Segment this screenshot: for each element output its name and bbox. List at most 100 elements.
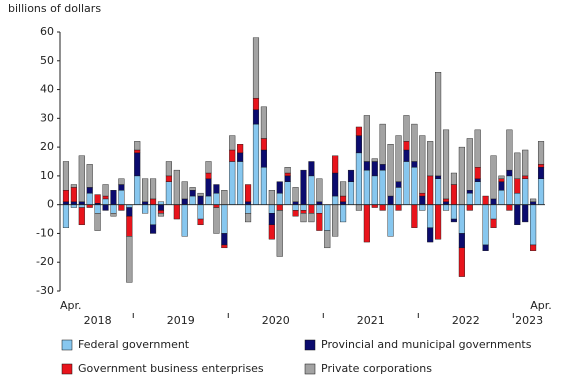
y-tick-label: 60 <box>40 25 54 38</box>
bar-segment <box>411 161 418 168</box>
bar-segment <box>292 204 299 211</box>
bar-segment <box>411 204 418 228</box>
bar-segment <box>181 181 188 200</box>
bar-segment <box>474 181 481 205</box>
bar-segment <box>134 152 141 177</box>
bar-segment <box>435 204 442 240</box>
bar-segment <box>197 218 204 226</box>
bar-segment <box>62 204 70 228</box>
bar-segment <box>442 204 450 211</box>
x-year-label: 2021 <box>357 314 385 327</box>
bar-segment <box>316 201 323 205</box>
x-tick-label: Apr. <box>530 299 552 312</box>
bar-segment <box>165 161 172 177</box>
bar-segment <box>197 195 204 205</box>
bar-segment <box>308 175 315 205</box>
bar-segment <box>522 175 529 179</box>
bar-segment <box>118 184 125 191</box>
bar-segment <box>308 161 315 177</box>
bar-segment <box>387 204 394 237</box>
bar-segment <box>70 187 77 202</box>
bar-segment <box>142 204 149 214</box>
bar-segment <box>450 204 457 220</box>
bar-segment <box>102 204 109 211</box>
bar-segment <box>466 192 473 205</box>
bar-segment <box>403 161 410 205</box>
bar-segment <box>427 141 434 177</box>
bar-segment <box>221 190 228 205</box>
bar-segment <box>363 161 370 171</box>
bar-segment <box>427 227 434 243</box>
bar-segment <box>245 204 252 214</box>
y-axis-label: billions of dollars <box>8 2 101 15</box>
bar-segment <box>403 115 410 142</box>
bar-segment <box>371 161 378 177</box>
bar-segment <box>205 172 212 179</box>
bar-segment <box>276 181 283 194</box>
bar-segment <box>379 164 386 171</box>
bar-segment <box>102 198 109 205</box>
bar-segment <box>157 201 165 205</box>
bar-segment <box>134 149 141 154</box>
legend-swatch <box>304 339 316 351</box>
bar-segment <box>102 184 109 197</box>
bar-segment <box>506 169 513 177</box>
bar-segment <box>458 204 465 234</box>
bar-segment <box>260 106 267 139</box>
bar-segment <box>340 201 347 205</box>
bar-segment <box>474 167 481 179</box>
bar-segment <box>482 204 489 246</box>
bar-segment <box>276 204 283 211</box>
y-tick-label: 10 <box>40 169 54 182</box>
bar-segment <box>514 152 521 179</box>
bar-segment <box>86 192 93 205</box>
bar-segment <box>276 210 283 257</box>
bar-segment <box>387 195 394 205</box>
bar-segment <box>522 149 529 177</box>
bar-segment <box>395 204 402 211</box>
y-tick-label: 30 <box>40 111 54 124</box>
legend-swatch <box>61 363 73 375</box>
bar-segment <box>142 201 149 205</box>
bar-segment <box>181 204 188 237</box>
legend-label: Provincial and municipal governments <box>321 338 532 351</box>
bar-segment <box>284 175 291 182</box>
bar-segment <box>458 233 465 249</box>
bar-segment <box>86 164 93 188</box>
bar-segment <box>411 123 418 162</box>
bar-segment <box>403 141 410 151</box>
bar-segment <box>458 146 465 205</box>
bar-segment <box>300 213 307 223</box>
bar-segment <box>427 204 434 228</box>
bar-segment <box>78 155 85 202</box>
bar-segment <box>340 181 347 197</box>
y-tick-label: -30 <box>36 284 54 297</box>
bar-segment <box>252 97 260 110</box>
bar-segment <box>450 172 457 185</box>
bar-segment <box>490 198 497 205</box>
bar-segment <box>442 198 450 202</box>
bar-segment <box>268 224 275 240</box>
bar-segment <box>355 152 362 205</box>
bar-segment <box>308 204 315 214</box>
bar-segment <box>482 195 489 205</box>
bar-segment <box>332 172 339 197</box>
bar-segment <box>363 204 370 243</box>
bar-segment <box>379 204 386 211</box>
y-tick-label: 50 <box>40 54 54 67</box>
bar-segment <box>229 149 236 162</box>
bar-segment <box>332 155 339 174</box>
bar-segment <box>292 187 299 202</box>
bar-segment <box>316 204 323 214</box>
bar-segment <box>157 210 165 214</box>
bar-segment <box>126 215 133 237</box>
bar-segment <box>221 244 228 249</box>
bar-segment <box>229 135 236 151</box>
bar-segment <box>514 178 521 194</box>
bar-segment <box>506 129 513 171</box>
bar-segment <box>86 187 93 194</box>
bar-segment <box>213 204 220 208</box>
bar-segment <box>530 204 537 246</box>
bar-segment <box>308 213 315 223</box>
bar-segment <box>260 167 267 205</box>
